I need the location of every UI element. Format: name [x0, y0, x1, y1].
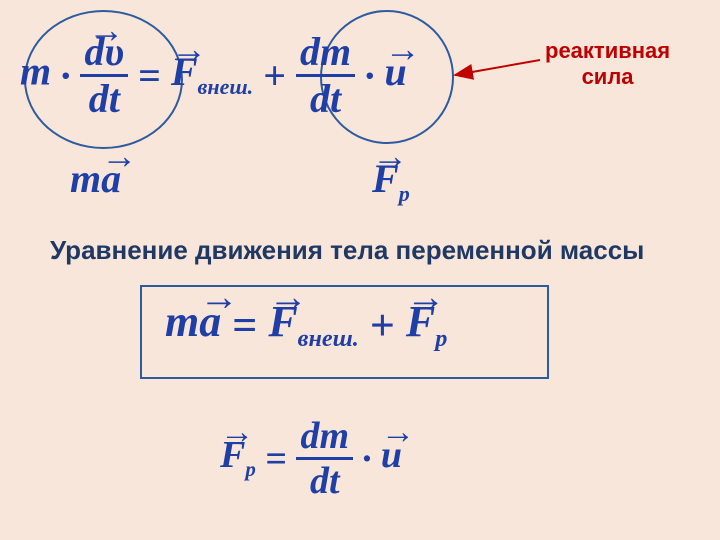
symbol-m: m	[20, 49, 51, 94]
term-ma: m→a	[70, 155, 121, 202]
equation-boxed: m→a=→Fвнеш.+→Fp	[165, 296, 447, 353]
label-reactive-force: реактивная сила	[545, 38, 670, 91]
heading-equation-title: Уравнение движения тела переменной массы	[50, 235, 644, 266]
equation-reactive-force: →Fp= dm dt ·→u	[220, 415, 402, 502]
equation-main-expanded: m· →dυ dt =→Fвнеш.+ dm dt ·→u	[20, 30, 407, 121]
term-Fp: →Fp	[372, 155, 410, 207]
